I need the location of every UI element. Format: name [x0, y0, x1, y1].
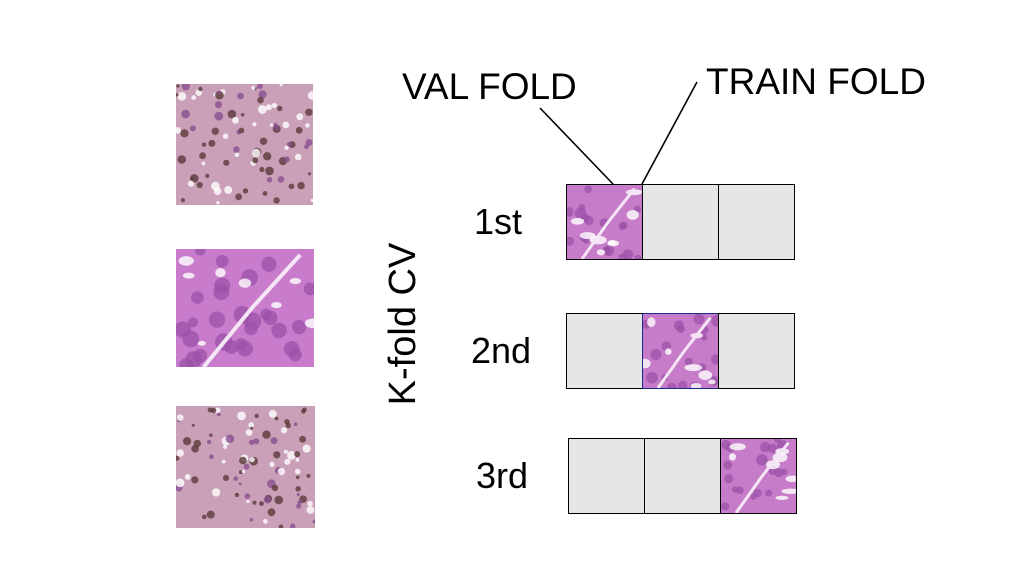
row-label-3: 3rd	[476, 455, 529, 496]
train-fold-cell	[718, 184, 795, 260]
tissue-image	[643, 314, 718, 388]
fold-row-2	[566, 313, 796, 389]
histology-tile-1	[176, 84, 313, 205]
tissue-image	[567, 185, 642, 259]
row-label-1: 1st	[474, 201, 523, 242]
train-fold-cell	[718, 313, 795, 389]
train-fold-cell	[644, 438, 721, 514]
histology-tile-2	[176, 249, 314, 367]
val-fold-cell	[566, 184, 643, 260]
histology-tile-3	[176, 406, 315, 528]
train-fold-label: TRAIN FOLD	[706, 61, 926, 102]
train-fold-cell	[642, 184, 719, 260]
val-fold-pointer	[539, 107, 614, 185]
train-fold-pointer	[641, 81, 698, 185]
val-fold-cell	[642, 313, 719, 389]
tissue-image	[721, 439, 796, 513]
train-fold-cell	[566, 313, 643, 389]
val-fold-label: VAL FOLD	[402, 66, 577, 107]
fold-row-1	[566, 184, 796, 260]
train-fold-cell	[568, 438, 645, 514]
val-fold-cell	[720, 438, 797, 514]
fold-row-3	[568, 438, 798, 514]
row-label-2: 2nd	[471, 330, 532, 371]
